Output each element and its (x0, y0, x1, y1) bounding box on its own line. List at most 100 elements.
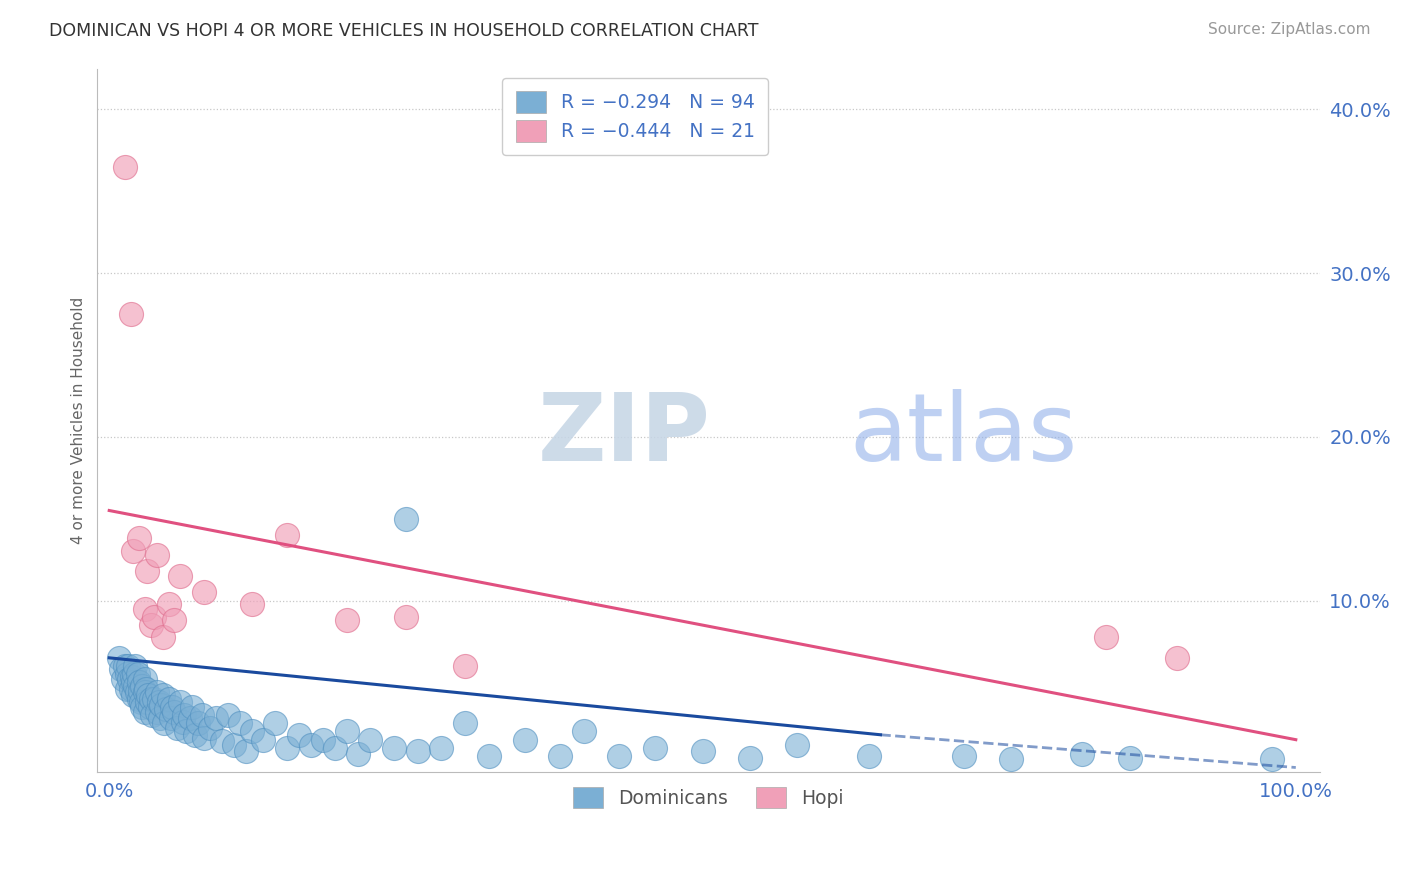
Point (122, 667, 145, 681)
Point (193, 731, 215, 745)
Point (150, 698, 173, 713)
Point (155, 701, 177, 715)
Point (181, 700, 204, 714)
Point (235, 744, 257, 758)
Point (114, 160, 136, 174)
Point (136, 695, 159, 709)
Point (406, 744, 429, 758)
Text: DOMINICAN VS HOPI 4 OR MORE VEHICLES IN HOUSEHOLD CORRELATION CHART: DOMINICAN VS HOPI 4 OR MORE VEHICLES IN … (49, 22, 759, 40)
Point (692, 744, 714, 758)
Point (217, 708, 239, 723)
Point (153, 716, 176, 731)
Point (738, 750, 761, 764)
Point (115, 681, 138, 696)
Point (112, 672, 135, 686)
Point (169, 695, 191, 709)
Point (1261, 752, 1284, 766)
Point (157, 691, 180, 706)
Point (157, 597, 180, 611)
Point (229, 716, 252, 731)
Point (572, 724, 595, 739)
Point (335, 613, 357, 627)
Point (183, 728, 205, 742)
Point (160, 700, 183, 714)
Point (134, 601, 156, 615)
Point (359, 732, 381, 747)
Point (187, 716, 209, 731)
Point (163, 613, 186, 627)
Point (149, 711, 172, 725)
Point (288, 728, 311, 742)
Point (139, 691, 162, 706)
Point (138, 700, 160, 714)
Point (609, 749, 631, 764)
Text: atlas: atlas (849, 389, 1077, 481)
Point (858, 749, 880, 764)
Point (145, 705, 167, 719)
Point (299, 738, 322, 752)
Point (160, 711, 183, 725)
Point (179, 711, 201, 725)
Point (131, 679, 153, 693)
Point (644, 740, 666, 755)
Point (395, 511, 418, 525)
Point (166, 721, 188, 735)
Point (138, 689, 160, 703)
Point (163, 705, 186, 719)
Point (276, 528, 298, 542)
Y-axis label: 4 or more Vehicles in Household: 4 or more Vehicles in Household (72, 297, 86, 544)
Point (1071, 747, 1094, 762)
Point (191, 708, 214, 723)
Point (1166, 650, 1188, 665)
Point (454, 716, 477, 731)
Point (395, 610, 418, 624)
Point (176, 724, 198, 739)
Point (114, 659, 136, 673)
Point (172, 714, 194, 729)
Point (128, 691, 150, 706)
Point (135, 681, 157, 696)
Point (148, 695, 170, 709)
Point (198, 721, 221, 735)
Point (136, 564, 159, 578)
Point (240, 597, 263, 611)
Point (312, 732, 335, 747)
Point (134, 672, 156, 686)
Point (128, 675, 150, 690)
Point (134, 685, 156, 699)
Point (240, 724, 263, 739)
Point (952, 749, 974, 764)
Legend: Dominicans, Hopi: Dominicans, Hopi (565, 780, 851, 816)
Point (1000, 752, 1022, 766)
Point (152, 630, 174, 644)
Point (323, 740, 346, 755)
Point (211, 734, 233, 748)
Point (222, 738, 245, 752)
Point (125, 685, 148, 699)
Point (131, 700, 153, 714)
Point (141, 708, 163, 723)
Point (252, 732, 274, 747)
Point (124, 679, 146, 693)
Point (193, 585, 215, 599)
Point (1095, 630, 1118, 644)
Point (115, 667, 138, 681)
Point (139, 618, 162, 632)
Point (134, 705, 156, 719)
Point (128, 532, 150, 546)
Point (430, 740, 453, 755)
Point (143, 610, 166, 624)
Point (264, 716, 287, 731)
Point (120, 307, 142, 321)
Point (513, 732, 536, 747)
Point (276, 740, 298, 755)
Point (145, 685, 167, 699)
Point (548, 749, 571, 764)
Point (145, 548, 167, 562)
Point (110, 662, 132, 676)
Point (454, 659, 477, 673)
Point (382, 740, 405, 755)
Point (205, 711, 228, 725)
Point (129, 695, 152, 709)
Point (120, 681, 142, 696)
